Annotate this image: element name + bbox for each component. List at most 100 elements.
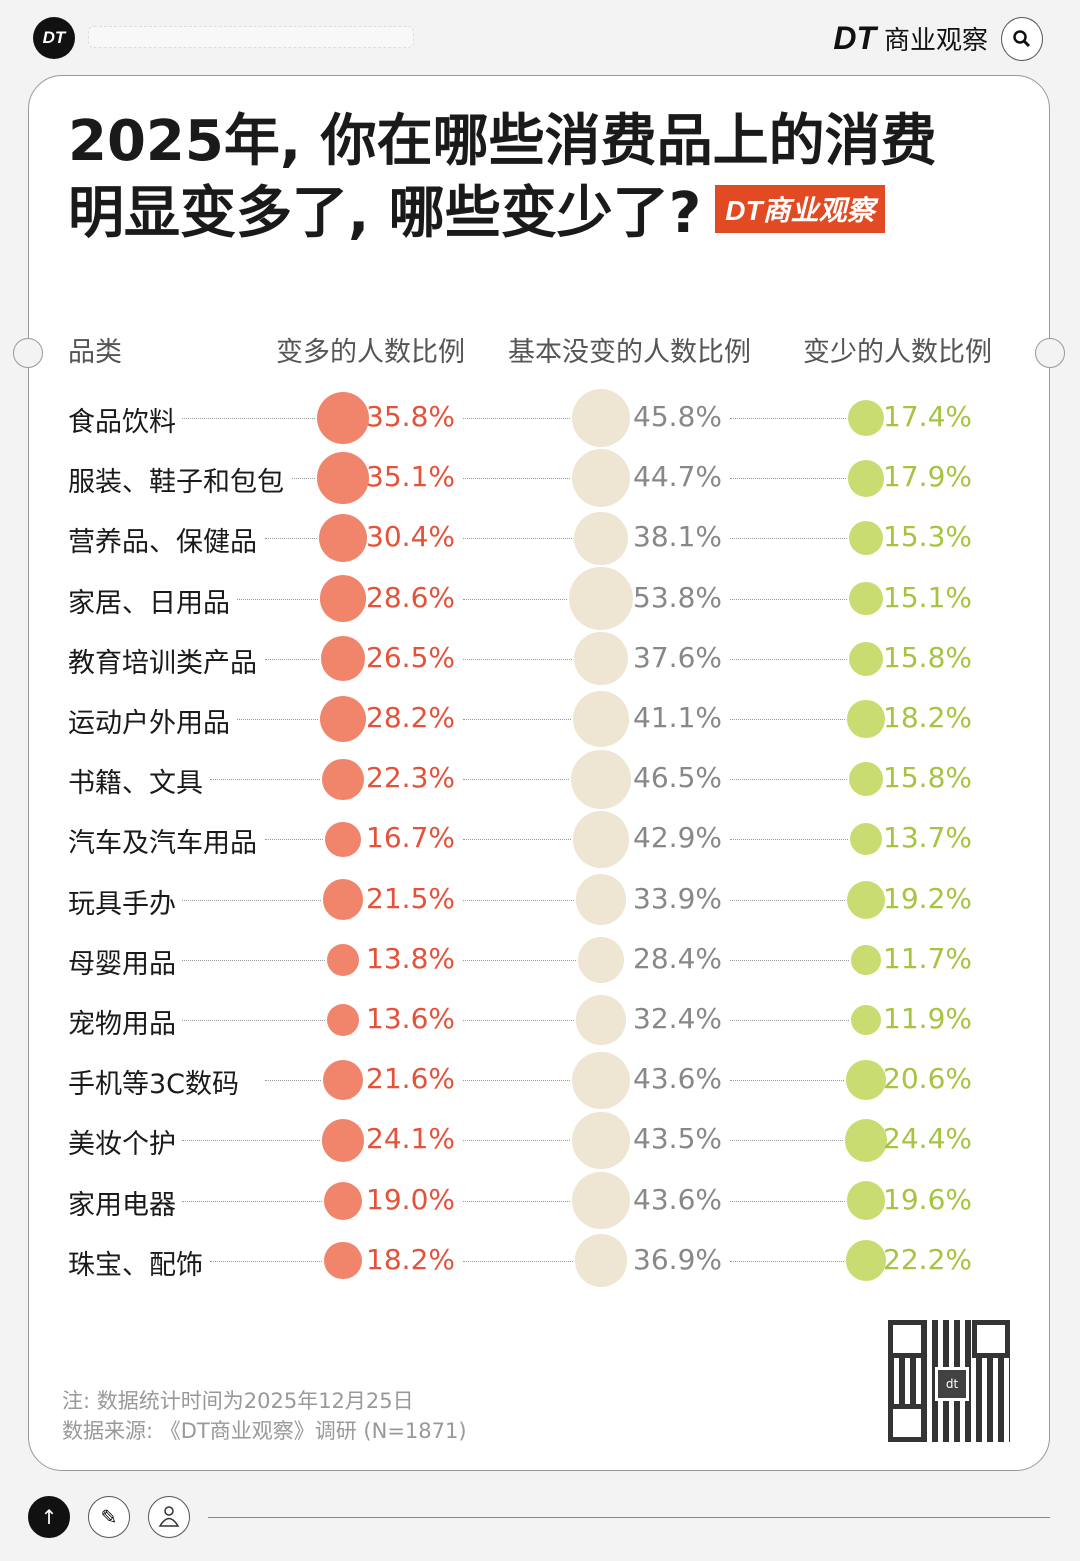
bubble-same [571,749,631,809]
leader-line [237,719,318,720]
header-same: 基本没变的人数比例 [508,337,751,368]
category-label: 营养品、保健品 [68,527,257,559]
bubble-same [575,874,627,925]
value-same: 53.8% [633,580,722,614]
value-same: 43.5% [633,1122,722,1156]
value-less: 20.6% [883,1062,972,1096]
category-label: 服装、鞋子和包包 [68,467,284,499]
bubble-more [322,1060,364,1101]
value-less: 15.3% [883,520,972,554]
profile-button[interactable] [148,1496,190,1538]
leader-line [463,1200,571,1202]
brand-name: 商业观察 [883,26,988,56]
note-source: 数据来源: 《DT商业观察》调研 (N=1871) [62,1419,467,1443]
bubble-less [846,880,886,919]
bubble-more [319,575,367,622]
note-date: 注: 数据统计时间为2025年12月25日 [62,1389,414,1413]
user-icon [158,1506,180,1527]
value-less: 17.4% [883,400,972,433]
bubble-more [322,879,364,920]
value-same: 46.5% [633,761,722,795]
bubble-more [317,452,369,504]
category-label: 家居、日用品 [68,587,230,619]
bubble-more [319,695,367,743]
value-same: 36.9% [633,1242,722,1276]
leader-line [463,1080,571,1082]
value-less: 19.6% [883,1182,972,1216]
bubble-less [847,700,885,738]
category-label: 教育培训类产品 [68,647,257,679]
search-button[interactable] [1001,17,1043,61]
footnote: 注: 数据统计时间为2025年12月25日 数据来源: 《DT商业观察》调研 (… [62,1386,467,1446]
value-more: 35.1% [366,460,455,494]
leader-line [730,478,846,480]
bubble-more [326,943,360,976]
leader-line [182,418,315,419]
leader-line [730,1260,844,1262]
value-less: 15.8% [883,640,972,674]
leader-line [264,538,318,540]
bubble-less [849,521,883,556]
leader-line [264,658,319,660]
header-less: 变少的人数比例 [803,337,992,368]
value-same: 44.7% [633,460,722,494]
value-more: 30.4% [366,520,455,554]
value-same: 32.4% [633,1002,722,1035]
bubble-less [848,641,884,677]
leader-line [463,658,573,660]
dt-logo[interactable]: DT [33,17,75,59]
bubble-more [322,758,364,800]
leader-line [730,658,847,660]
value-more: 28.6% [366,580,455,614]
leader-line [730,1080,845,1082]
category-label: 母婴用品 [68,948,176,980]
bubble-same [571,449,631,508]
bubble-less [847,459,885,497]
qr-code[interactable]: dt [888,1320,1010,1442]
value-less: 11.7% [883,941,972,975]
value-same: 43.6% [633,1062,722,1096]
category-label: 珠宝、配饰 [68,1249,203,1281]
value-less: 18.2% [883,701,972,734]
value-more: 26.5% [366,640,455,674]
category-label: 家用电器 [68,1189,176,1221]
bubble-less [848,761,884,797]
leader-line [463,899,574,901]
bubble-more [317,392,369,444]
leader-line [730,719,846,720]
leader-line [730,1020,849,1021]
leader-line [463,538,573,540]
leader-line [237,598,318,600]
bubble-less [847,399,885,437]
bubble-same [573,691,629,747]
leader-line [463,478,570,480]
edit-button[interactable]: ✎ [88,1496,130,1538]
leader-line [182,1200,323,1202]
leader-line [730,538,847,540]
bubble-less [851,944,881,975]
leader-line [182,899,321,901]
brand-badge: DT商业观察 [715,185,885,233]
category-label: 手机等3C数码 [68,1069,240,1101]
bubble-same [569,566,633,631]
leader-line [463,1020,575,1021]
leader-line [730,1200,845,1202]
bubble-less [846,1181,886,1220]
bubble-same [577,936,625,983]
leader-line [730,779,847,781]
bubble-same [574,632,628,686]
value-less: 17.9% [883,460,972,494]
value-more: 28.2% [366,701,455,734]
value-same: 33.9% [633,881,722,915]
value-less: 13.7% [883,821,972,855]
scroll-top-button[interactable]: ↑ [28,1496,70,1538]
category-label: 宠物用品 [68,1009,176,1040]
value-more: 16.7% [366,821,455,855]
leader-line [182,959,325,961]
arrow-up-icon: ↑ [40,1505,58,1529]
leader-line [730,959,850,961]
pencil-icon: ✎ [100,1505,118,1529]
value-more: 19.0% [366,1182,455,1216]
search-icon [1013,30,1031,48]
bubble-less [844,1118,888,1162]
